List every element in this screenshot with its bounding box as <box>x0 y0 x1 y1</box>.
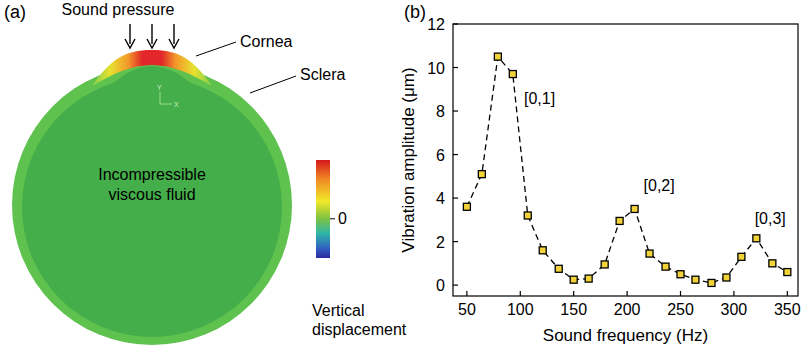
label-line: Vertical <box>312 302 364 319</box>
colorbar <box>316 160 330 258</box>
x-tick <box>627 291 628 296</box>
colorbar-tick-label: 0 <box>338 210 347 227</box>
y-tick <box>453 110 458 111</box>
x-tick <box>733 291 734 296</box>
marker <box>769 260 776 267</box>
triad-label: X <box>174 101 179 108</box>
marker <box>753 235 760 242</box>
annotation: [0,3] <box>755 210 786 227</box>
marker <box>601 261 608 268</box>
sclera <box>12 65 292 345</box>
x-tick-label: 100 <box>507 301 534 318</box>
triad-axis <box>160 92 161 104</box>
x-tick <box>520 291 521 296</box>
marker <box>555 265 562 272</box>
x-tick-label: 300 <box>721 301 748 318</box>
x-axis-title: Sound frequency (Hz) <box>543 326 708 345</box>
data-group <box>463 53 790 286</box>
marker <box>784 269 791 276</box>
marker <box>723 274 730 281</box>
plot-frame <box>453 24 798 296</box>
leader-line <box>196 42 236 56</box>
y-tick-label: 12 <box>427 16 445 33</box>
marker <box>646 250 653 257</box>
label: Incompressible viscous fluid <box>98 166 206 203</box>
y-tick-label: 4 <box>436 190 445 207</box>
marker <box>494 53 501 60</box>
label: Cornea <box>240 33 293 50</box>
marker <box>463 203 470 210</box>
figure: (a) Y X Sound pressure Cornea Sclera Incompres… <box>0 0 809 350</box>
colorbar-tick <box>330 218 335 219</box>
arrow-head <box>147 39 157 48</box>
y-tick <box>453 241 458 242</box>
y-tick <box>453 197 458 198</box>
marker <box>738 253 745 260</box>
marker <box>478 171 485 178</box>
colorbar-title: Vertical displacement <box>312 302 407 338</box>
x-tick-label: 200 <box>614 301 641 318</box>
cornea <box>92 50 212 86</box>
series-line <box>467 57 787 283</box>
marker <box>524 212 531 219</box>
y-tick-label: 8 <box>436 103 445 120</box>
panel-b: (b) 50 100 150 200 250 300 350 0 2 4 6 8 10 12 Sound fr… <box>399 2 801 345</box>
marker <box>509 71 516 78</box>
label-line: viscous fluid <box>108 186 195 203</box>
x-tick-label: 50 <box>458 301 476 318</box>
x-tick <box>787 291 788 296</box>
x-tick <box>466 291 467 296</box>
label-line: Incompressible <box>98 166 206 183</box>
marker <box>677 271 684 278</box>
x-tick <box>573 291 574 296</box>
panel-a: (a) Y X Sound pressure Cornea Sclera Incompres… <box>4 1 407 345</box>
y-tick <box>453 285 458 286</box>
panel-letter: (a) <box>4 2 26 22</box>
marker <box>539 247 546 254</box>
annotation: [0,2] <box>644 177 675 194</box>
x-tick <box>680 291 681 296</box>
marker <box>585 275 592 282</box>
y-tick <box>453 154 458 155</box>
leader-line <box>250 76 296 93</box>
fluid <box>22 77 282 337</box>
triad-axis <box>160 104 172 105</box>
y-tick <box>453 67 458 68</box>
panel-letter: (b) <box>404 2 426 22</box>
y-tick <box>453 23 458 24</box>
y-tick-label: 0 <box>436 277 445 294</box>
arrow-head <box>125 39 135 48</box>
arrow-head <box>169 39 179 48</box>
label-line: displacement <box>312 321 407 338</box>
triad-label: Y <box>157 84 162 91</box>
arrow <box>151 24 152 44</box>
x-tick-label: 150 <box>560 301 587 318</box>
y-tick-label: 2 <box>436 234 445 251</box>
marker <box>631 205 638 212</box>
marker <box>692 276 699 283</box>
annotation: [0,1] <box>524 90 555 107</box>
y-tick-label: 10 <box>427 60 445 77</box>
marker <box>708 279 715 286</box>
x-tick-label: 350 <box>774 301 801 318</box>
marker <box>662 263 669 270</box>
marker <box>570 276 577 283</box>
y-axis-title: Vibration amplitude (μm) <box>399 67 418 252</box>
arrow <box>173 24 174 44</box>
y-tick-label: 6 <box>436 147 445 164</box>
x-tick-label: 250 <box>667 301 694 318</box>
label: Sclera <box>300 66 345 83</box>
marker <box>616 217 623 224</box>
arrow <box>129 24 130 44</box>
label: Sound pressure <box>62 1 175 18</box>
